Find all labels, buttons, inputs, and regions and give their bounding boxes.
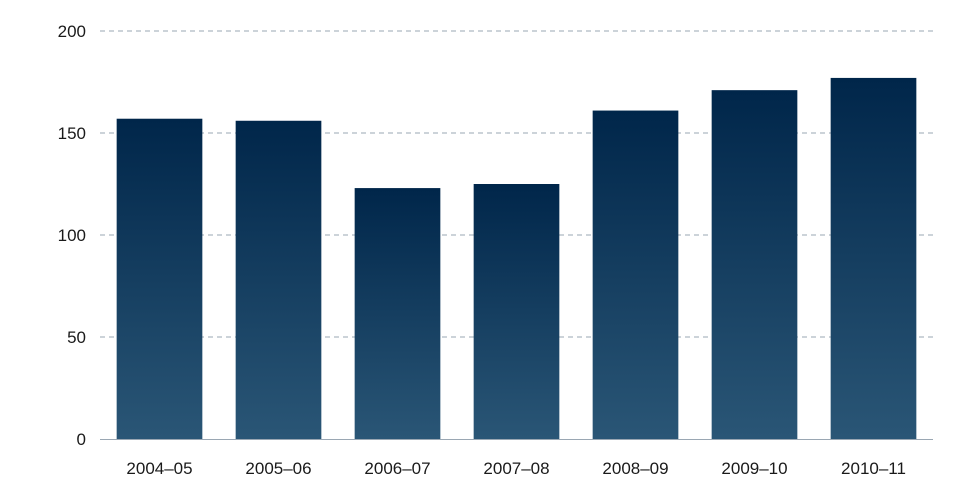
y-tick-label: 0: [77, 430, 86, 449]
bar-2006–07: [354, 188, 441, 439]
x-tick-label: 2007–08: [483, 459, 549, 478]
x-tick-label: 2009–10: [721, 459, 787, 478]
x-tick-label: 2005–06: [245, 459, 311, 478]
y-tick-label: 50: [67, 328, 86, 347]
bar-2004–05: [116, 118, 203, 439]
x-tick-label: 2010–11: [841, 459, 906, 478]
bar-2008–09: [592, 110, 679, 439]
y-tick-label: 200: [58, 22, 86, 41]
bar-2005–06: [235, 120, 322, 439]
x-axis-tick-labels: 2004–05 2005–06 2006–07 2007–08 2008–09 2009–…: [126, 459, 906, 478]
x-tick-label: 2008–09: [602, 459, 668, 478]
y-tick-label: 150: [58, 124, 86, 143]
y-axis-tick-labels: 0 50 100 150 200: [58, 22, 86, 449]
bar-2009–10: [711, 90, 798, 439]
bars: [116, 77, 917, 440]
bar-2007–08: [473, 184, 560, 439]
x-tick-label: 2006–07: [364, 459, 430, 478]
bar-2010–11: [830, 77, 917, 440]
y-tick-label: 100: [58, 226, 86, 245]
x-tick-label: 2004–05: [126, 459, 192, 478]
